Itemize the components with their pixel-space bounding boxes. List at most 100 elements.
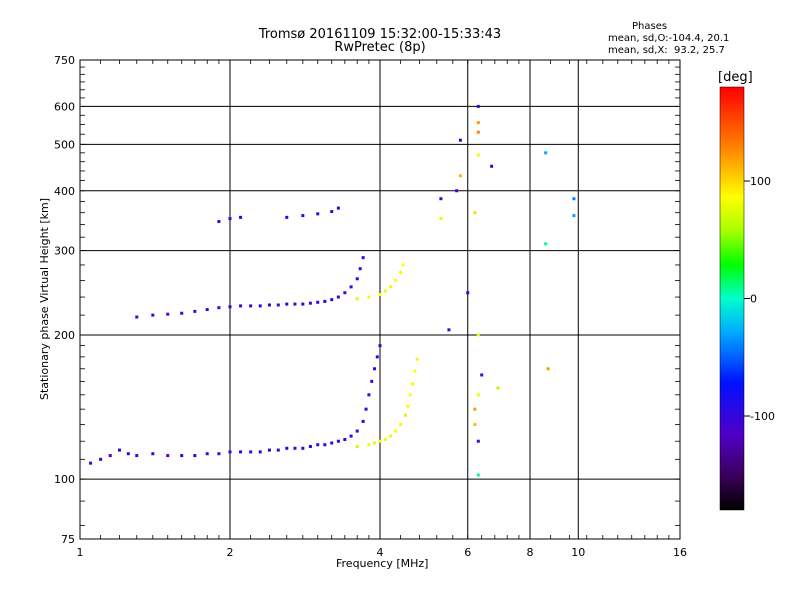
x-tick-label: 4	[377, 546, 384, 559]
data-point	[239, 450, 243, 454]
data-point	[258, 304, 262, 308]
data-point	[343, 291, 347, 295]
data-point	[367, 295, 371, 299]
data-point	[355, 277, 359, 281]
data-point	[367, 443, 371, 447]
y-tick-label: 500	[54, 138, 75, 151]
data-point	[308, 301, 312, 305]
data-point	[135, 315, 139, 319]
x-tick-label: 10	[571, 546, 585, 559]
data-point	[323, 299, 327, 303]
chart-subtitle: RwPretec (8p)	[334, 40, 426, 55]
data-point	[389, 434, 393, 438]
data-point	[378, 439, 382, 443]
grid-lines	[80, 60, 680, 539]
data-point	[476, 130, 480, 134]
data-point	[572, 214, 576, 218]
data-point	[293, 302, 297, 306]
data-point	[193, 309, 197, 313]
data-point	[336, 206, 340, 210]
y-tick-labels: 75 100 200 300 400 500 600 750	[54, 54, 75, 546]
phases-x-stats: mean, sd,X: 93.2, 25.7	[608, 45, 725, 56]
data-point	[358, 267, 362, 271]
data-point	[330, 210, 334, 214]
phases-title: Phases	[632, 21, 668, 32]
data-point	[267, 303, 271, 307]
data-point	[343, 438, 347, 442]
data-point	[349, 434, 353, 438]
colorbar-label: [deg]	[718, 70, 753, 85]
colorbar-tick-label: 0	[750, 293, 757, 306]
data-point	[293, 446, 297, 450]
data-point	[544, 242, 548, 246]
colorbar-tick-label: 100	[750, 175, 771, 188]
data-point	[496, 386, 500, 390]
y-tick-label: 300	[54, 245, 75, 258]
data-point	[355, 429, 359, 433]
data-point	[228, 305, 232, 309]
data-point	[572, 197, 576, 201]
data-point	[544, 151, 548, 155]
data-point	[447, 328, 451, 332]
data-point	[276, 448, 280, 452]
data-point	[401, 263, 405, 267]
data-point	[373, 367, 377, 371]
data-point	[239, 215, 243, 219]
data-point	[316, 443, 320, 447]
data-point	[476, 153, 480, 157]
data-point	[285, 446, 289, 450]
data-point	[455, 189, 459, 193]
x-tick-label: 2	[227, 546, 234, 559]
data-point	[413, 369, 417, 373]
data-point	[476, 439, 480, 443]
x-tick-label: 16	[673, 546, 687, 559]
data-point	[394, 278, 398, 282]
data-point	[439, 217, 443, 221]
data-point	[151, 313, 155, 317]
data-point	[205, 452, 209, 456]
data-point	[166, 312, 170, 316]
data-point	[355, 444, 359, 448]
data-point	[301, 302, 305, 306]
data-point	[476, 473, 480, 477]
data-point	[476, 121, 480, 125]
data-point	[228, 217, 232, 221]
data-point	[389, 285, 393, 289]
x-axis-label: Frequency [MHz]	[336, 557, 429, 570]
y-tick-label: 750	[54, 54, 75, 67]
data-point	[285, 215, 289, 219]
data-point	[308, 444, 312, 448]
minor-ticks	[80, 60, 680, 539]
data-point	[364, 407, 368, 411]
data-point	[135, 454, 139, 458]
phases-o-stats: mean, sd,O:-104.4, 20.1	[608, 33, 730, 44]
x-tick-label: 6	[464, 546, 471, 559]
data-point	[473, 407, 477, 411]
y-axis-label: Stationary phase Virtual Height [km]	[38, 197, 51, 400]
data-point	[336, 439, 340, 443]
y-tick-label: 75	[61, 533, 75, 546]
data-point	[399, 423, 403, 427]
data-point	[361, 419, 365, 423]
data-point	[367, 393, 371, 397]
data-point	[249, 304, 253, 308]
data-point	[267, 448, 271, 452]
x-tick-label: 8	[527, 546, 534, 559]
data-point	[458, 138, 462, 142]
data-point	[258, 450, 262, 454]
data-point	[301, 214, 305, 218]
data-point	[473, 423, 477, 427]
y-tick-label: 600	[54, 100, 75, 113]
x-tick-labels: 1 2 4 6 8 10 16	[77, 546, 688, 559]
data-point	[480, 373, 484, 377]
data-point	[193, 454, 197, 458]
data-point	[228, 450, 232, 454]
chart-title: Tromsø 20161109 15:32:00-15:33:43	[258, 27, 502, 42]
data-point	[126, 452, 130, 456]
data-point	[117, 448, 121, 452]
data-point	[99, 457, 103, 461]
data-point	[490, 164, 494, 168]
data-point	[399, 271, 403, 275]
data-point	[180, 311, 184, 315]
data-point	[476, 333, 480, 337]
